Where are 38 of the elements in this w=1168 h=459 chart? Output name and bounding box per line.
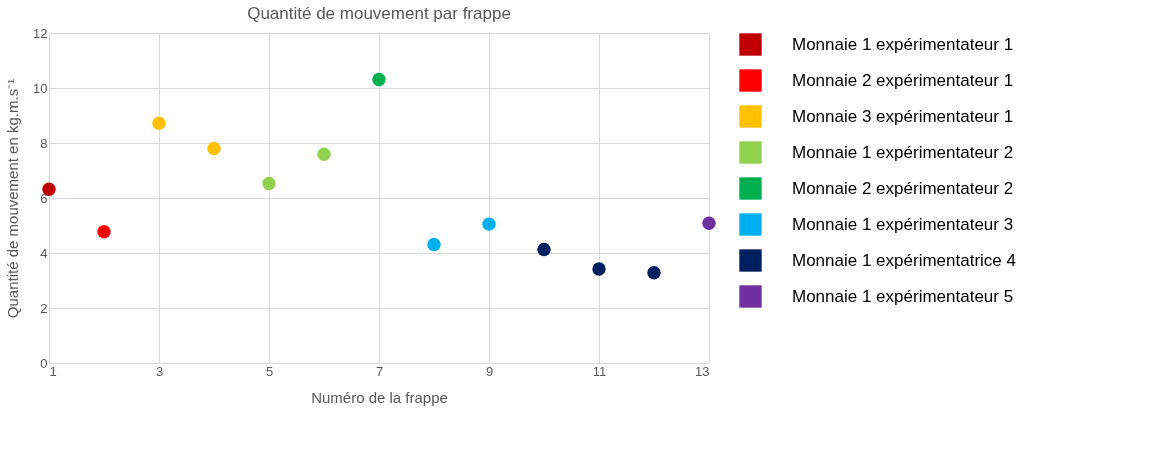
x-tick-label: 11: [592, 363, 607, 379]
legend-label: Monnaie 2 expérimentateur 1: [792, 70, 1014, 90]
x-axis-title: Numéro de la frappe: [311, 388, 448, 406]
legend-label: Monnaie 1 expérimentatrice 4: [792, 250, 1016, 270]
point: [647, 266, 661, 280]
chart-title: Quantité de mouvement par frappe: [247, 4, 511, 23]
point: [42, 182, 56, 196]
y-tick-label: 8: [40, 135, 48, 151]
legend-label: Monnaie 1 expérimentateur 1: [792, 34, 1014, 54]
y-tick-label: 12: [33, 25, 48, 41]
point: [482, 217, 496, 231]
point: [207, 141, 221, 156]
legend-label: Monnaie 2 expérimentateur 2: [792, 178, 1014, 198]
x-tick-label: 1: [49, 363, 57, 379]
y-tick-label: 10: [33, 80, 48, 96]
point: [592, 262, 606, 276]
point: [427, 237, 441, 252]
x-tick-label: 7: [375, 363, 384, 379]
point: [372, 72, 386, 87]
x-tick-label: 5: [265, 363, 274, 379]
point: [702, 216, 716, 230]
y-tick-label: 4: [40, 245, 48, 261]
y-tick-label: 6: [40, 190, 48, 206]
x-tick-label: 13: [695, 363, 710, 379]
legend-label: Monnaie 3 expérimentateur 1: [792, 106, 1014, 126]
y-tick-label: 0: [40, 355, 48, 371]
x-tick-label: 9: [485, 363, 494, 379]
legend-label: Monnaie 1 expérimentateur 2: [792, 142, 1014, 162]
point: [152, 116, 166, 130]
point: [97, 225, 111, 239]
point: [262, 176, 276, 191]
point: [537, 242, 551, 257]
y-axis-title: Quantité de mouvement en kg.m.s⁻¹: [4, 78, 22, 319]
y-tick-label: 2: [40, 300, 48, 316]
legend-label: Monnaie 1 expérimentateur 3: [792, 214, 1014, 234]
legend-label: Monnaie 1 expérimentateur 5: [792, 286, 1014, 306]
point: [317, 147, 331, 161]
x-tick-label: 3: [155, 363, 164, 379]
